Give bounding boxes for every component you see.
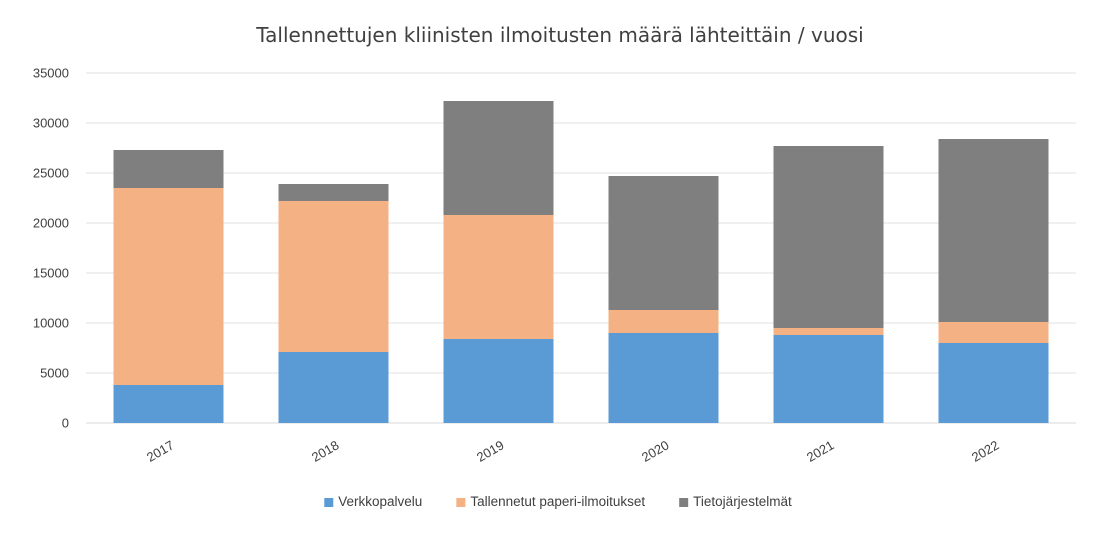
legend-label: Tallennetut paperi-ilmoitukset [470,494,645,509]
legend-swatch [679,498,689,507]
legend-item: Tietojärjestelmät [679,494,792,509]
bar-segment-2018-3 [278,184,389,201]
y-tick-label: 20000 [33,216,69,231]
legend: Verkkopalvelu Tallennetut paperi-ilmoituk… [324,494,792,509]
chart-title: Tallennettujen kliinisten ilmoitusten mä… [255,23,863,47]
bar-segment-2020-1 [608,333,719,423]
bar-segment-2019-2 [443,215,554,339]
x-tick-label: 2022 [969,437,1002,464]
y-tick-label: 0 [62,416,69,431]
bar-segment-2021-1 [773,335,884,423]
bar-segment-2018-1 [278,352,389,423]
y-tick-label: 15000 [33,266,69,281]
bar-segment-2022-3 [938,139,1049,322]
x-tick-label: 2017 [144,437,177,464]
x-tick-label: 2021 [804,437,837,464]
bar-segment-2017-2 [113,188,224,385]
y-axis: 0 5000 10000 15000 20000 25000 30000 35000 [33,66,69,431]
x-axis: 2017 2018 2019 2020 2021 2022 [144,437,1002,464]
legend-swatch [456,498,466,507]
bar-segment-2022-1 [938,343,1049,423]
legend-label: Verkkopalvelu [338,494,422,509]
legend-item: Verkkopalvelu [324,494,422,509]
bar-segment-2022-2 [938,322,1049,343]
gridlines [86,72,1076,424]
bar-segment-2017-3 [113,150,224,188]
bar-segment-2018-2 [278,201,389,352]
bar-segment-2020-3 [608,176,719,310]
bar-segment-2020-2 [608,310,719,333]
bar-segment-2021-2 [773,328,884,335]
legend-item: Tallennetut paperi-ilmoitukset [456,494,645,509]
bar-segment-2019-3 [443,101,554,215]
bars [113,101,1049,423]
legend-swatch [324,498,334,507]
y-tick-label: 35000 [33,66,69,81]
x-tick-label: 2019 [474,437,507,464]
y-tick-label: 25000 [33,166,69,181]
y-tick-label: 5000 [40,366,69,381]
x-tick-label: 2018 [309,437,342,464]
legend-label: Tietojärjestelmät [693,494,792,509]
x-tick-label: 2020 [639,437,672,464]
bar-segment-2019-1 [443,339,554,423]
bar-segment-2017-1 [113,385,224,423]
y-tick-label: 10000 [33,316,69,331]
bar-segment-2021-3 [773,146,884,328]
y-tick-label: 30000 [33,116,69,131]
